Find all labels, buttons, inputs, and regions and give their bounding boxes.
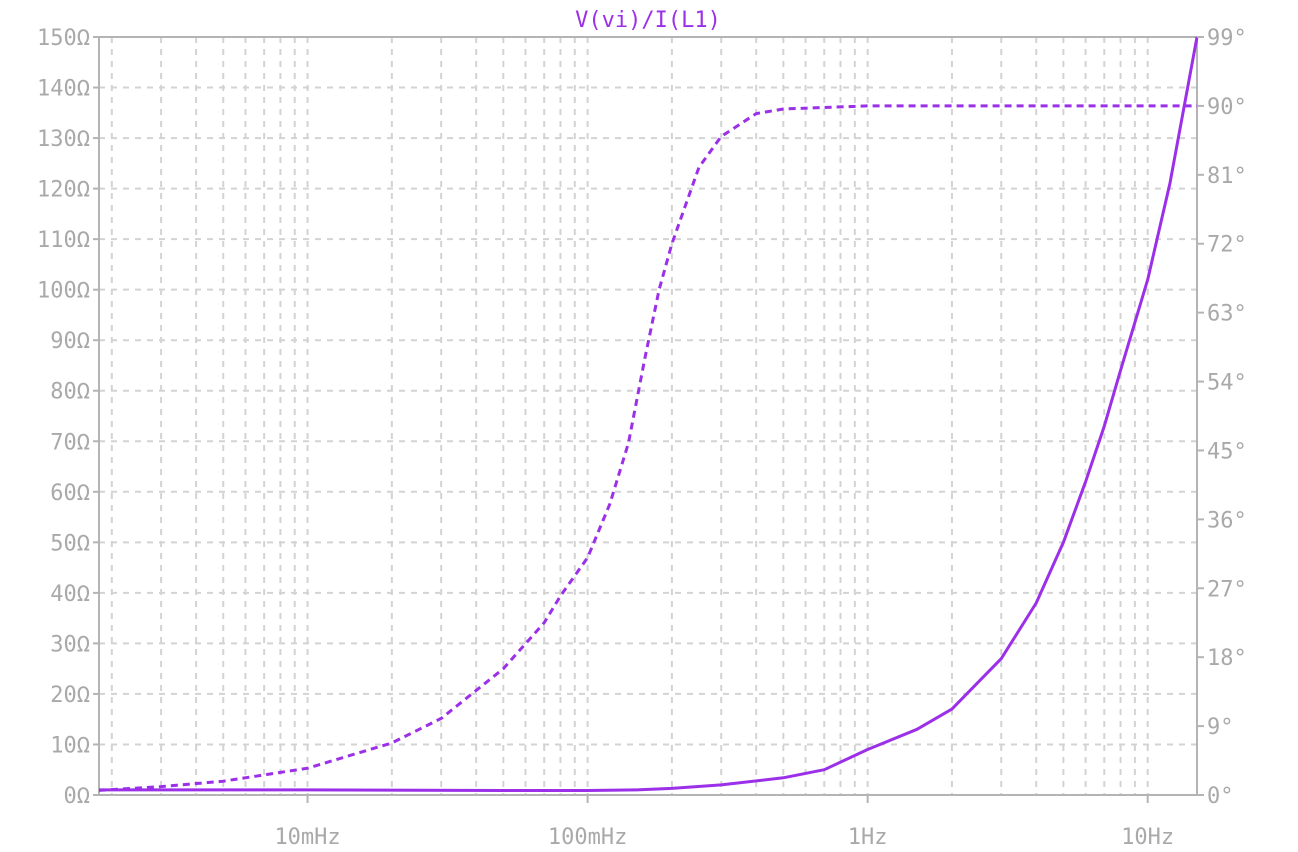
x-tick-label: 1Hz <box>848 825 888 850</box>
x-tick-label: 100mHz <box>548 825 627 850</box>
y-left-tick-label: 60Ω <box>50 481 90 506</box>
x-tick-label: 10Hz <box>1121 825 1174 850</box>
y-left-tick-label: 20Ω <box>50 683 90 708</box>
y-left-tick-label: 130Ω <box>37 127 90 152</box>
y-left-tick-label: 80Ω <box>50 380 90 405</box>
y-right-tick-label: 72° <box>1207 233 1247 258</box>
y-left-tick-label: 90Ω <box>50 329 90 354</box>
y-left-tick-label: 40Ω <box>50 582 90 607</box>
magnitude-series-line <box>99 36 1199 792</box>
y-left-tick-label: 0Ω <box>64 784 91 809</box>
y-left-tick-label: 100Ω <box>37 279 90 304</box>
y-left-tick-label: 30Ω <box>50 632 90 657</box>
phase-series-line <box>98 104 1197 792</box>
x-tick-label: 10mHz <box>274 825 340 850</box>
y-right-tick-label: 63° <box>1207 302 1247 327</box>
y-right-tick-label: 90° <box>1207 95 1247 120</box>
y-right-tick-label: 36° <box>1207 508 1247 533</box>
y-right-tick-label: 45° <box>1207 439 1247 464</box>
y-right-tick-label: 99° <box>1207 26 1247 51</box>
y-left-tick-label: 120Ω <box>37 178 90 203</box>
y-left-tick-label: 150Ω <box>37 26 90 51</box>
axis-labels: 0Ω 10Ω 20Ω 30Ω 40Ω 50Ω 60Ω 70Ω 80Ω 90Ω 100Ω 110Ω 120… <box>37 26 1247 850</box>
y-left-tick-label: 110Ω <box>37 228 90 253</box>
y-right-tick-label: 0° <box>1207 784 1234 809</box>
plot-frame <box>98 36 1198 796</box>
y-left-tick-label: 10Ω <box>50 733 90 758</box>
y-right-tick-label: 54° <box>1207 371 1247 396</box>
y-left-tick-label: 140Ω <box>37 77 90 102</box>
y-right-tick-label: 18° <box>1207 646 1247 671</box>
series <box>98 36 1199 792</box>
y-left-tick-label: 50Ω <box>50 531 90 556</box>
y-right-tick-label: 27° <box>1207 577 1247 602</box>
y-right-tick-label: 81° <box>1207 164 1247 189</box>
y-right-tick-label: 9° <box>1207 715 1234 740</box>
chart-title: V(vi)/I(L1) <box>575 8 721 33</box>
grid <box>99 37 1197 795</box>
y-left-tick-label: 70Ω <box>50 430 90 455</box>
